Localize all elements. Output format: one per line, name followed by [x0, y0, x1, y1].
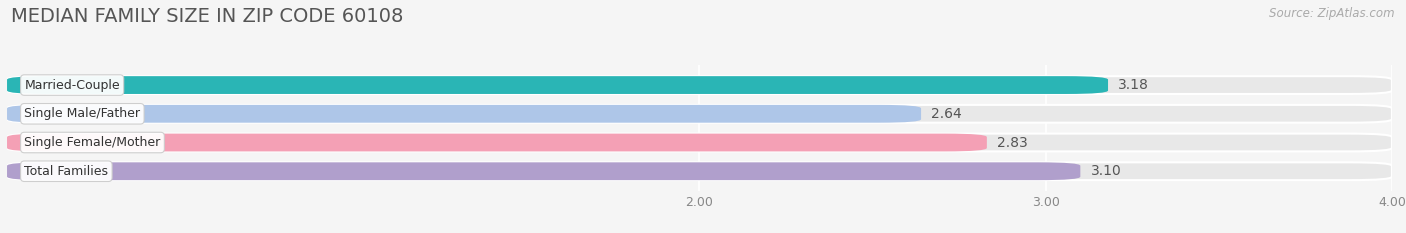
Text: Source: ZipAtlas.com: Source: ZipAtlas.com — [1270, 7, 1395, 20]
FancyBboxPatch shape — [7, 134, 987, 151]
FancyBboxPatch shape — [7, 105, 921, 123]
FancyBboxPatch shape — [7, 162, 1392, 180]
Text: MEDIAN FAMILY SIZE IN ZIP CODE 60108: MEDIAN FAMILY SIZE IN ZIP CODE 60108 — [11, 7, 404, 26]
Text: 2.64: 2.64 — [931, 107, 962, 121]
Text: Total Families: Total Families — [24, 165, 108, 178]
FancyBboxPatch shape — [7, 162, 1080, 180]
Text: 2.83: 2.83 — [997, 136, 1028, 150]
FancyBboxPatch shape — [7, 76, 1392, 94]
Text: Single Male/Father: Single Male/Father — [24, 107, 141, 120]
FancyBboxPatch shape — [7, 105, 1392, 123]
FancyBboxPatch shape — [7, 76, 1108, 94]
Text: Single Female/Mother: Single Female/Mother — [24, 136, 160, 149]
Text: 3.10: 3.10 — [1091, 164, 1122, 178]
FancyBboxPatch shape — [7, 134, 1392, 151]
Text: Married-Couple: Married-Couple — [24, 79, 120, 92]
Text: 3.18: 3.18 — [1118, 78, 1149, 92]
